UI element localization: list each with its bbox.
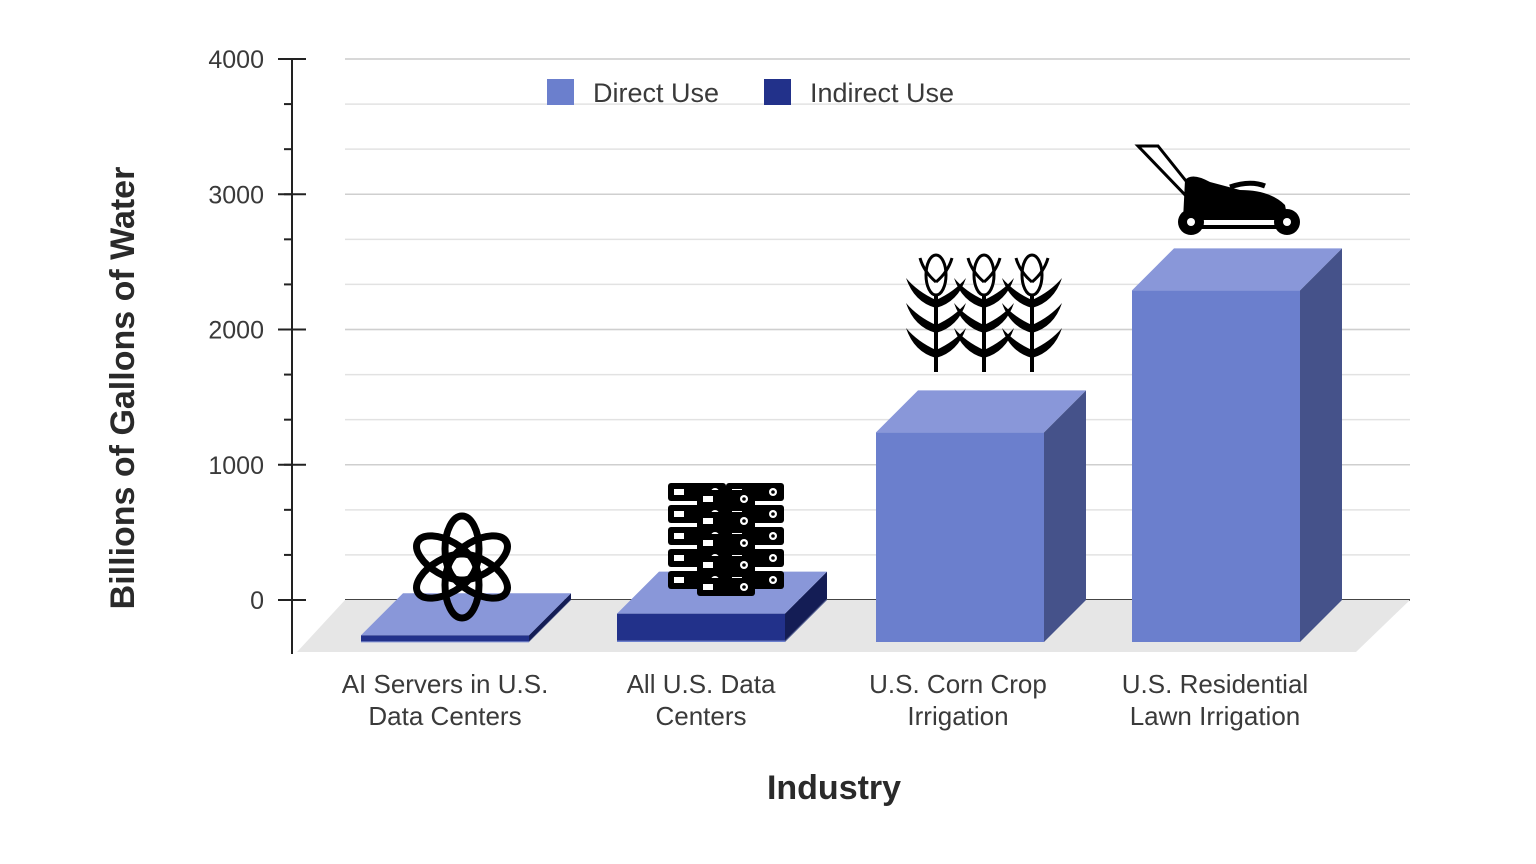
- x-axis-labels: AI Servers in U.S.Data Centers All U.S. D…: [342, 669, 1309, 731]
- floor-plane: [297, 600, 1410, 652]
- legend-label-direct-use: Direct Use: [593, 78, 719, 108]
- bar: [617, 613, 785, 641]
- bars: [361, 248, 1342, 643]
- bar-side: [785, 571, 827, 641]
- y-tick-label: 4000: [208, 46, 264, 74]
- openai-logo-icon: [413, 512, 511, 622]
- bar-side: [1300, 248, 1342, 642]
- legend: Direct Use Indirect Use: [547, 78, 954, 108]
- legend-swatch-direct-use: [547, 79, 574, 105]
- y-axis: 0 1000 2000 3000 4000: [208, 46, 306, 654]
- bar-top: [876, 390, 1086, 433]
- x-tick-label: U.S. Corn Crop: [869, 669, 1047, 699]
- bar: [361, 635, 529, 642]
- lawn-mower-icon: [1134, 144, 1300, 235]
- bar: [361, 641, 529, 643]
- bar: [617, 640, 785, 642]
- server-rack-icon: [668, 483, 784, 596]
- x-tick-label: Irrigation: [907, 701, 1008, 731]
- legend-label-indirect-use: Indirect Use: [810, 78, 954, 108]
- x-tick-label: Centers: [655, 701, 746, 731]
- x-tick-label: All U.S. Data: [627, 669, 776, 699]
- y-tick-label: 2000: [208, 317, 264, 345]
- legend-swatch-indirect-use: [764, 79, 791, 105]
- bar-side: [785, 598, 827, 642]
- y-tick-label: 1000: [208, 452, 264, 480]
- x-tick-label: Data Centers: [368, 701, 521, 731]
- bar-side: [529, 599, 571, 642]
- x-tick-label: AI Servers in U.S.: [342, 669, 549, 699]
- category-icons: [413, 144, 1300, 622]
- x-tick-label: Lawn Irrigation: [1130, 701, 1301, 731]
- bar-side: [529, 593, 571, 642]
- bar-top: [1132, 248, 1342, 291]
- y-tick-label: 0: [250, 587, 264, 615]
- bar: [876, 432, 1044, 642]
- x-axis-title: Industry: [767, 769, 901, 807]
- y-axis-title: Billions of Gallons of Water: [104, 167, 142, 610]
- corn-plants-icon: [906, 253, 1062, 372]
- bar: [1132, 290, 1300, 642]
- chart-floor: [297, 600, 1410, 652]
- x-tick-label: U.S. Residential: [1122, 669, 1308, 699]
- y-tick-label: 3000: [208, 181, 264, 209]
- bar-side: [1044, 390, 1086, 642]
